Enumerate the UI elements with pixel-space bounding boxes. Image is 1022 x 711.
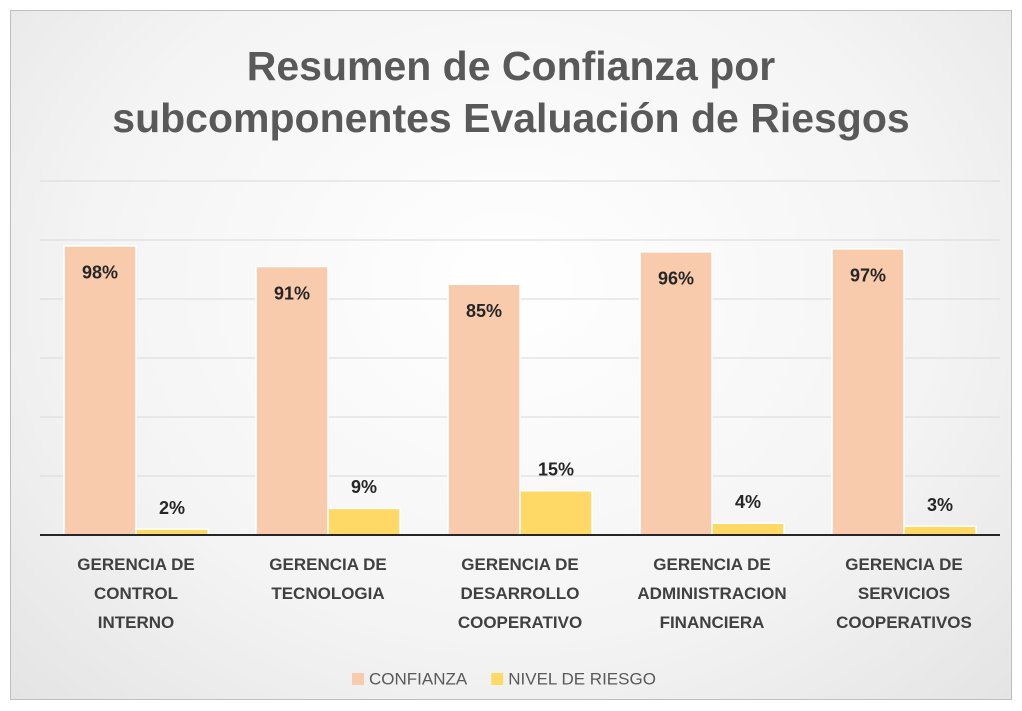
- bar: [903, 525, 977, 536]
- data-label: 91%: [274, 283, 310, 303]
- data-label: 2%: [159, 498, 185, 518]
- bar: [831, 248, 905, 536]
- x-tick-label: GERENCIA DE ADMINISTRACION FINANCIERA: [637, 555, 787, 632]
- data-label: 98%: [82, 263, 118, 283]
- data-label: 3%: [927, 495, 953, 515]
- legend-swatch: [491, 673, 504, 685]
- data-label: 9%: [351, 477, 377, 497]
- x-tick-label: GERENCIA DE SERVICIOS COOPERATIVOS: [836, 555, 972, 632]
- chart-title: Resumen de Confianza por subcomponentes …: [112, 43, 910, 141]
- data-label: 96%: [658, 269, 694, 289]
- x-tick-label: GERENCIA DE CONTROL INTERNO: [77, 555, 195, 632]
- legend-label: NIVEL DE RIESGO: [508, 669, 656, 688]
- data-label: 4%: [735, 492, 761, 512]
- data-label: 97%: [850, 266, 886, 286]
- data-label: 85%: [466, 301, 502, 321]
- bar: [639, 251, 713, 536]
- bar: [255, 265, 329, 536]
- x-tick-label: GERENCIA DE DESARROLLO COOPERATIVO: [457, 555, 583, 632]
- bar: [519, 490, 593, 536]
- x-tick-label: GERENCIA DE TECNOLOGIA: [269, 555, 387, 603]
- bar: [447, 283, 521, 536]
- bar: [327, 507, 401, 536]
- bar: [63, 245, 137, 536]
- legend-label: CONFIANZA: [369, 669, 468, 688]
- legend-swatch: [352, 673, 364, 685]
- bar: [711, 522, 785, 536]
- data-label: 15%: [538, 460, 574, 480]
